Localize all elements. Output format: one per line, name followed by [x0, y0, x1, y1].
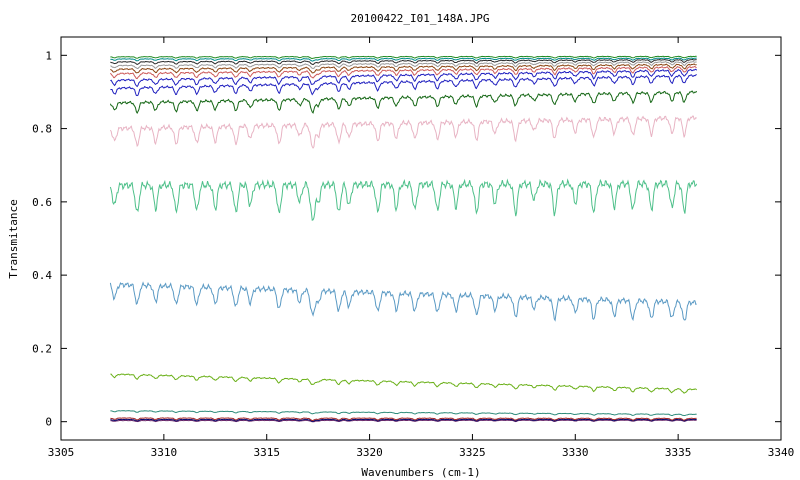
chart-title: 20100422_I01_148A.JPG	[350, 12, 489, 25]
series-line	[109, 178, 698, 221]
y-axis: 0 0.2 0.4 0.6 0.8 1	[32, 49, 781, 429]
series-line	[110, 58, 697, 66]
series-line	[110, 419, 697, 423]
y-tick-label: 1	[45, 49, 52, 62]
series-line	[110, 68, 698, 88]
x-tick-label: 3320	[356, 446, 383, 459]
x-tick-label: 3305	[48, 446, 75, 459]
series-line	[110, 410, 697, 417]
series-line	[109, 115, 697, 149]
x-tick-label: 3325	[459, 446, 486, 459]
y-tick-label: 0	[45, 416, 52, 429]
series-line	[110, 417, 697, 422]
series-line	[110, 61, 697, 69]
y-axis-label: Transmitance	[7, 199, 20, 278]
series-lines	[109, 55, 698, 423]
series-line	[109, 281, 697, 322]
plot-frame	[60, 36, 782, 441]
x-axis-label: Wavenumbers (cm-1)	[361, 466, 480, 479]
series-line	[110, 373, 697, 394]
series-line	[109, 65, 697, 80]
y-tick-label: 0.2	[32, 342, 52, 355]
x-tick-label: 3315	[253, 446, 280, 459]
x-axis: 3305 3310 3315 3320 3325 3330 3335 3340	[48, 37, 795, 459]
series-line	[110, 74, 697, 97]
series-line	[110, 63, 697, 74]
series-line	[110, 55, 697, 59]
x-tick-label: 3330	[562, 446, 589, 459]
series-line	[110, 57, 697, 62]
y-tick-label: 0.8	[32, 123, 52, 136]
series-line	[110, 418, 697, 422]
x-tick-label: 3310	[151, 446, 178, 459]
x-tick-label: 3335	[665, 446, 692, 459]
y-tick-label: 0.6	[32, 196, 52, 209]
y-tick-label: 0.4	[32, 269, 52, 282]
x-tick-label: 3340	[768, 446, 795, 459]
series-line	[109, 90, 698, 115]
